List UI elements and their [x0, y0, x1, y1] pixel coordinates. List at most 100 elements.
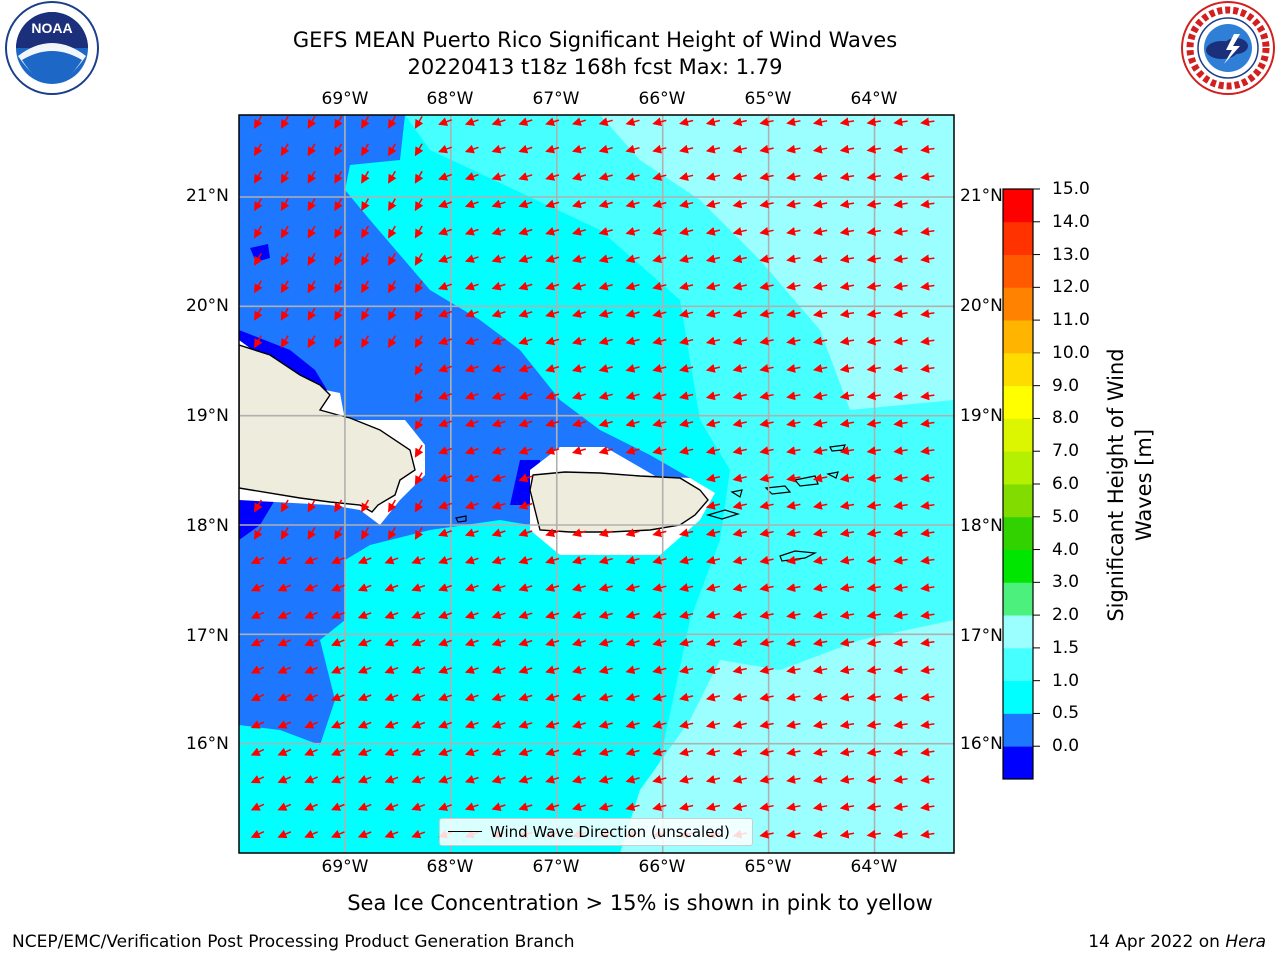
wind-wave-arrow [705, 555, 721, 565]
wind-wave-arrow [625, 281, 640, 291]
wind-wave-arrow [491, 336, 506, 346]
wind-wave-arrow [518, 336, 533, 346]
wind-wave-arrow [625, 638, 640, 647]
wind-wave-arrow [839, 363, 855, 373]
wind-wave-arrow [679, 172, 694, 181]
wind-wave-arrow [464, 473, 479, 483]
wind-wave-arrow [705, 418, 721, 428]
wind-wave-arrow [518, 281, 533, 291]
wind-wave-arrow [839, 117, 855, 127]
wind-wave-arrow [625, 418, 640, 428]
wind-wave-arrow [307, 307, 317, 321]
wind-wave-arrow [250, 583, 265, 592]
wind-wave-arrow [304, 720, 318, 729]
wind-wave-arrow [411, 555, 426, 565]
wind-wave-arrow [652, 363, 667, 373]
wind-wave-arrow [705, 802, 721, 812]
colorbar-segment [1003, 516, 1033, 550]
wind-wave-arrow [866, 692, 881, 702]
wind-wave-arrow [571, 446, 587, 455]
wind-wave-arrow [652, 446, 667, 455]
wind-wave-arrow [361, 499, 370, 513]
wind-wave-arrow [384, 583, 399, 592]
wind-wave-arrow [361, 527, 370, 540]
wind-wave-arrow [357, 583, 372, 592]
wind-wave-arrow [705, 583, 721, 592]
wind-wave-arrow [250, 747, 265, 756]
wind-wave-arrow [254, 280, 263, 294]
wind-wave-arrow [280, 225, 290, 239]
wind-wave-arrow [304, 555, 318, 565]
wind-wave-arrow [545, 281, 560, 291]
wind-wave-arrow [545, 555, 560, 565]
wind-wave-arrow [438, 610, 452, 620]
wind-wave-arrow [334, 116, 343, 129]
wind-wave-arrow [812, 144, 828, 154]
wind-wave-arrow [361, 280, 370, 294]
wind-wave-arrow [491, 309, 506, 318]
wind-wave-arrow [759, 446, 774, 456]
wind-wave-arrow [893, 391, 908, 401]
wind-wave-arrow [920, 172, 935, 182]
wind-wave-arrow [679, 610, 694, 620]
wind-wave-arrow [652, 610, 667, 620]
wind-wave-arrow [250, 610, 265, 619]
wind-wave-arrow [571, 172, 587, 181]
wind-wave-arrow [414, 116, 424, 129]
colorbar-segment [1003, 221, 1033, 255]
colorbar-tick-label: 2.0 [1052, 605, 1080, 626]
wind-wave-arrow [812, 610, 828, 620]
wind-wave-arrow [491, 364, 506, 373]
wind-wave-arrow [518, 172, 533, 181]
wind-wave-arrow [518, 638, 533, 647]
wind-wave-arrow [331, 692, 345, 702]
lon-label-bottom-69w: 69°W [321, 857, 369, 877]
wind-wave-arrow [839, 336, 855, 346]
lon-label-bottom-64w: 64°W [850, 857, 898, 877]
wind-wave-arrow [545, 199, 560, 209]
wind-wave-arrow [812, 281, 828, 291]
wind-wave-arrow [625, 391, 640, 401]
wind-wave-arrow [705, 692, 721, 702]
wind-wave-arrow [732, 720, 747, 729]
wind-wave-arrow [491, 117, 506, 126]
wind-wave-arrow [464, 747, 479, 757]
wind-wave-arrow [920, 446, 935, 456]
wind-wave-arrow [839, 610, 855, 620]
colorbar-tick-label: 1.5 [1052, 637, 1080, 658]
wind-wave-arrow [786, 583, 801, 593]
wind-wave-arrow [414, 253, 424, 266]
wind-wave-arrow [812, 528, 828, 538]
wind-wave-arrow [438, 528, 452, 537]
wind-wave-arrow [920, 747, 935, 757]
wind-wave-arrow [759, 747, 774, 757]
wind-wave-arrow [839, 802, 855, 812]
wind-wave-arrow [786, 391, 801, 401]
colorbar-segment [1003, 680, 1033, 714]
wind-wave-arrow [438, 144, 452, 154]
wind-wave-arrow [812, 117, 828, 127]
colorbar-segment [1003, 451, 1033, 485]
lon-label-top-69w: 69°W [321, 89, 369, 109]
wind-wave-arrow [598, 528, 613, 538]
lat-label-left-21n: 21°N [186, 186, 229, 206]
wind-wave-arrow [893, 226, 908, 236]
wind-wave-arrow [679, 747, 694, 757]
wind-wave-arrow [893, 309, 908, 319]
virgin-islands-3 [826, 471, 839, 479]
wind-wave-arrow [545, 446, 560, 455]
wind-wave-arrow [280, 116, 290, 129]
wind-wave-arrow [625, 199, 640, 209]
wind-wave-arrow [545, 528, 560, 538]
wind-wave-arrow [759, 665, 774, 675]
wind-wave-arrow [361, 170, 370, 184]
wind-wave-arrow [839, 637, 855, 647]
wind-wave-arrow [280, 253, 290, 266]
wind-wave-arrow [307, 143, 317, 157]
wind-wave-arrow [277, 583, 292, 592]
wind-wave-arrow [438, 227, 452, 236]
wind-wave-arrow [759, 802, 774, 812]
wind-wave-arrow [388, 198, 397, 212]
virgin-islands-2 [793, 475, 819, 487]
wind-wave-arrow [491, 665, 506, 674]
